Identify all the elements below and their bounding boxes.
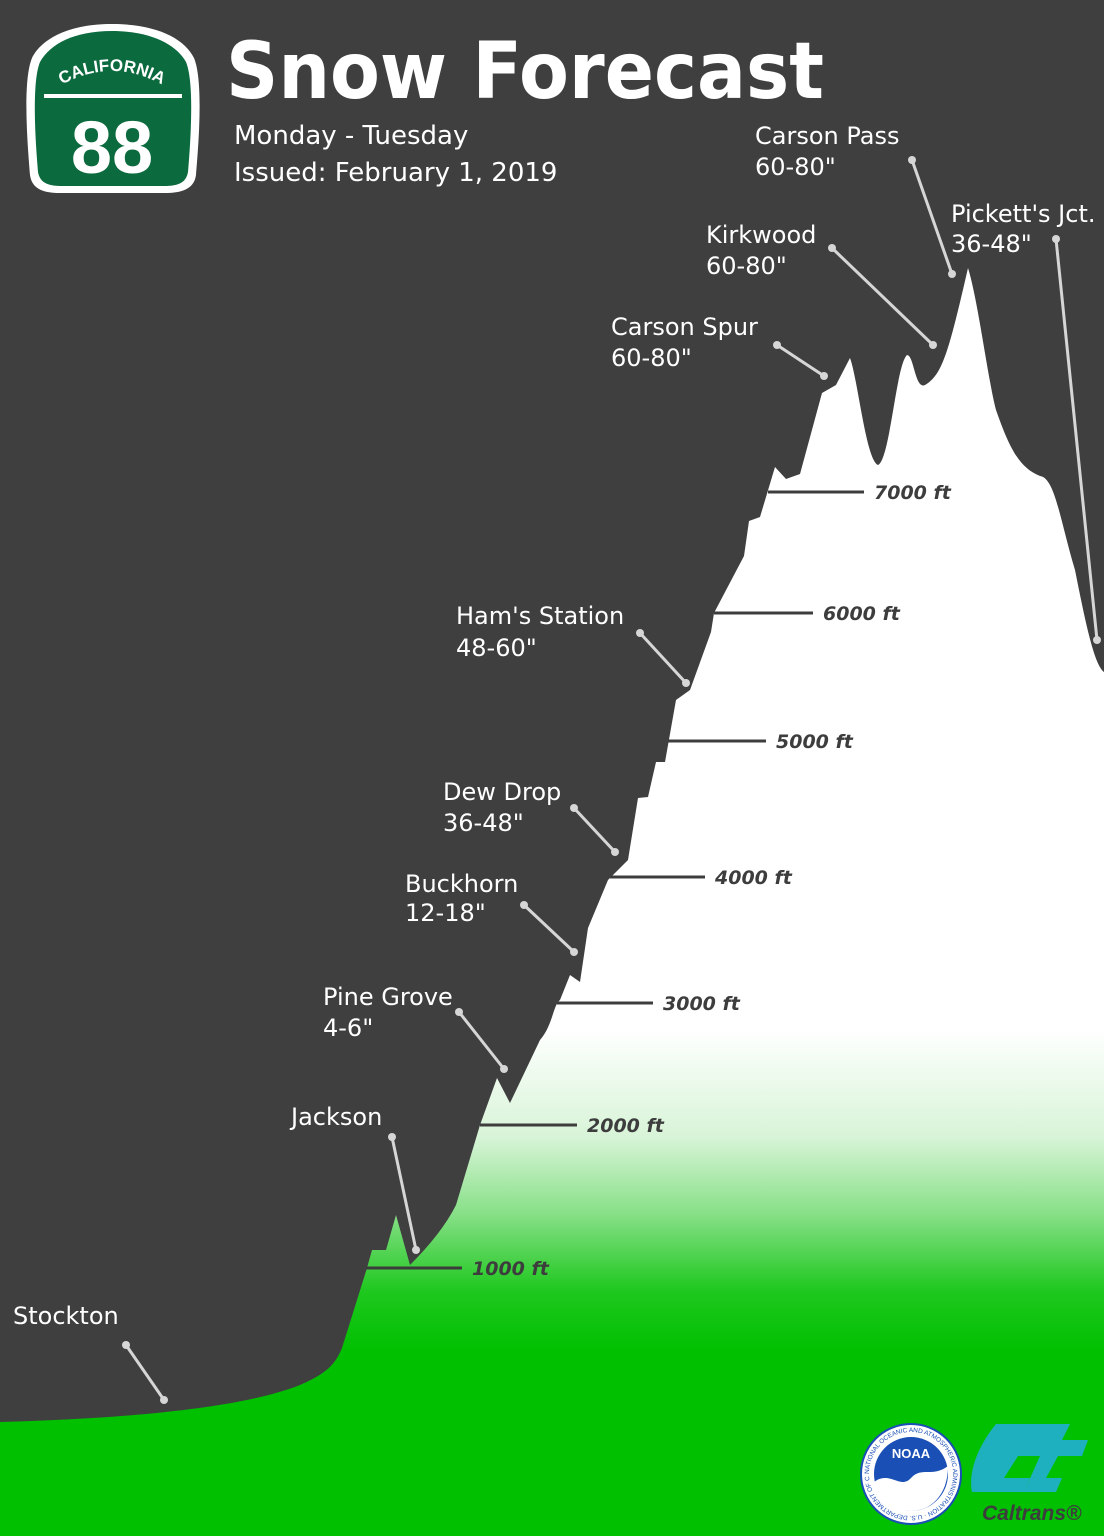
location-carson-spur: Carson Spur 60-80" [611,313,828,380]
leader-dot [948,270,956,278]
location-name: Buckhorn [405,870,518,898]
leader-dot [682,679,690,687]
location-name: Pine Grove [323,983,453,1011]
leader-dot [1052,235,1060,243]
leader-dot [636,629,644,637]
location-jackson: Jackson [289,1103,420,1254]
location-name: Carson Spur [611,313,758,341]
snow-amount: 60-80" [611,344,692,372]
leader-dot [929,341,937,349]
leader-line [522,903,576,954]
leader-line [910,159,954,275]
leader-dot [570,948,578,956]
leader-line [830,246,935,347]
leader-dot [388,1133,396,1141]
terrain-profile [0,268,1104,1536]
leader-dot [828,244,836,252]
elevation-label: 4000 ft [714,867,793,889]
location-dew-drop: Dew Drop 36-48" [443,778,619,856]
leader-dot [570,804,578,812]
caltrans-wordmark: Caltrans® [982,1502,1082,1525]
leader-dot [908,156,916,164]
elevation-marker-4000: 4000 ft [610,867,793,889]
elevation-marker-6000: 6000 ft [714,603,901,625]
snow-amount: 4-6" [323,1014,373,1042]
elevation-label: 3000 ft [663,993,741,1015]
leader-dot [1093,636,1101,644]
leader-line [390,1136,418,1251]
snow-amount: 60-80" [755,153,836,181]
location-name: Stockton [13,1302,119,1330]
issued-date: Issued: February 1, 2019 [234,158,557,188]
leader-dot [773,341,781,349]
caltrans-logo: Caltrans® [971,1424,1088,1525]
snow-amount: 36-48" [951,230,1032,258]
location-picketts-jct: Pickett's Jct. 36-48" [951,200,1101,644]
elevation-label: 1000 ft [472,1258,550,1280]
elevation-marker-7000: 7000 ft [768,482,952,504]
leader-line [776,343,825,378]
shield-route-number: 88 [71,106,153,189]
elevation-marker-3000: 3000 ft [557,993,741,1015]
leader-line [124,1344,166,1401]
location-hams-station: Ham's Station 48-60" [456,602,690,687]
leader-dot [122,1341,130,1349]
route-88-shield: CALIFORNIA 88 [26,24,200,193]
location-name: Kirkwood [706,221,816,249]
noaa-gull-icon [874,1466,948,1511]
elevation-marker-2000: 2000 ft [480,1115,665,1137]
elevation-marker-5000: 5000 ft [668,731,854,753]
location-stockton: Stockton [13,1302,168,1404]
leader-dot [412,1246,420,1254]
leader-line [572,806,617,854]
elevation-label: 7000 ft [874,482,952,504]
leader-dot [455,1008,463,1016]
leader-dot [611,848,619,856]
snow-amount: 60-80" [706,252,787,280]
leader-line [457,1011,506,1070]
leader-dot [160,1396,168,1404]
noaa-label: NOAA [892,1446,931,1461]
leader-line [638,631,688,685]
leader-dot [820,372,828,380]
header: Snow Forecast Monday - Tuesday Issued: F… [226,27,824,188]
leader-dot [500,1065,508,1073]
location-name: Dew Drop [443,778,561,806]
page-title: Snow Forecast [226,27,824,117]
location-name: Carson Pass [755,122,899,150]
leader-dot [520,901,528,909]
location-kirkwood: Kirkwood 60-80" [706,221,937,349]
elevation-label: 6000 ft [823,603,901,625]
location-name: Jackson [289,1103,382,1131]
shield-body [34,31,192,186]
location-pine-grove: Pine Grove 4-6" [323,983,508,1073]
snow-amount: 12-18" [405,899,486,927]
elevation-scale: 1000 ft 2000 ft 3000 ft 4000 ft 5000 ft … [366,482,952,1280]
forecast-days: Monday - Tuesday [234,121,468,151]
elevation-label: 2000 ft [587,1115,665,1137]
elevation-label: 5000 ft [776,731,854,753]
elevation-marker-1000: 1000 ft [366,1258,550,1280]
snow-amount: 36-48" [443,809,524,837]
location-name: Ham's Station [456,602,624,630]
snow-amount: 48-60" [456,634,537,662]
location-name: Pickett's Jct. [951,200,1095,228]
location-buckhorn: Buckhorn 12-18" [405,870,578,956]
leader-line [1054,238,1099,641]
location-labels: Stockton Jackson Pine Grove 4-6" Buckhor… [13,122,1101,1404]
caltrans-ct-mark-icon [971,1424,1088,1492]
location-carson-pass: Carson Pass 60-80" [755,122,956,278]
